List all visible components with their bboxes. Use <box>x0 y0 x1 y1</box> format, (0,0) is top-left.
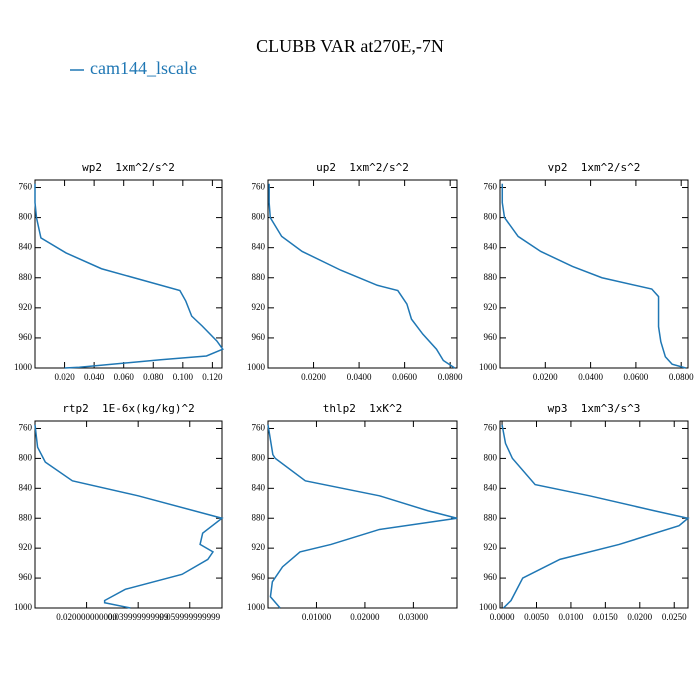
y-tick-label: 760 <box>484 182 498 192</box>
y-tick-label: 920 <box>252 542 266 552</box>
profile-line <box>501 183 686 369</box>
x-tick-label: 0.02000 <box>350 612 380 622</box>
y-tick-label: 840 <box>19 482 33 492</box>
y-tick-label: 960 <box>484 332 498 342</box>
x-tick-label: 0.039999999999 <box>108 612 169 622</box>
plot-frame <box>267 179 458 369</box>
y-tick-label: 880 <box>252 272 266 282</box>
profile-line <box>268 183 456 369</box>
y-tick-label: 800 <box>484 212 498 222</box>
panel-title: wp3 1xm^3/s^3 <box>548 402 641 415</box>
x-tick-label: 0.0600 <box>624 372 649 382</box>
x-tick-label: 0.0200 <box>533 372 558 382</box>
y-tick-label: 920 <box>252 302 266 312</box>
y-tick-label: 880 <box>19 272 33 282</box>
y-tick-label: 760 <box>19 182 33 192</box>
y-tick-label: 880 <box>252 512 266 522</box>
y-tick-label: 1000 <box>479 602 498 612</box>
legend-label: cam144_lscale <box>90 58 197 78</box>
y-tick-label: 840 <box>484 242 498 252</box>
y-tick-label: 840 <box>484 482 498 492</box>
y-tick-label: 1000 <box>14 362 33 372</box>
panel-title: wp2 1xm^2/s^2 <box>82 161 175 174</box>
y-tick-label: 760 <box>19 423 33 433</box>
y-tick-label: 960 <box>484 572 498 582</box>
x-tick-label: 0.0050 <box>524 612 549 622</box>
plot-frame <box>267 420 458 609</box>
y-tick-label: 1000 <box>247 362 266 372</box>
y-tick-label: 800 <box>484 452 498 462</box>
x-tick-label: 0.120 <box>202 372 223 382</box>
x-tick-label: 0.0800 <box>438 372 463 382</box>
x-tick-label: 0.0150 <box>593 612 618 622</box>
y-tick-label: 880 <box>484 272 498 282</box>
plot-frame <box>34 420 223 609</box>
panel-title: up2 1xm^2/s^2 <box>316 161 409 174</box>
profile-line <box>34 183 224 369</box>
y-tick-label: 880 <box>484 512 498 522</box>
y-tick-label: 960 <box>252 332 266 342</box>
y-tick-label: 1000 <box>14 602 33 612</box>
plot-frame <box>499 420 689 609</box>
x-tick-label: 0.060 <box>114 372 135 382</box>
y-tick-label: 840 <box>252 242 266 252</box>
panel-title: thlp2 1xK^2 <box>323 402 402 415</box>
x-tick-label: 0.0400 <box>347 372 372 382</box>
plot-frame <box>499 179 689 369</box>
x-tick-label: 0.020000000000 <box>56 612 117 622</box>
x-tick-label: 0.0400 <box>578 372 603 382</box>
plot-frame <box>34 179 223 369</box>
x-tick-label: 0.020 <box>54 372 75 382</box>
y-tick-label: 760 <box>252 182 266 192</box>
y-tick-label: 800 <box>252 452 266 462</box>
y-tick-label: 760 <box>252 423 266 433</box>
x-tick-label: 0.0200 <box>627 612 652 622</box>
x-tick-label: 0.100 <box>173 372 194 382</box>
y-tick-label: 1000 <box>247 602 266 612</box>
y-tick-label: 840 <box>19 242 33 252</box>
x-tick-label: 0.03000 <box>399 612 429 622</box>
y-tick-label: 960 <box>19 332 33 342</box>
panel-title: vp2 1xm^2/s^2 <box>548 161 641 174</box>
y-tick-label: 920 <box>484 302 498 312</box>
x-tick-label: 0.059999999999 <box>159 612 220 622</box>
y-tick-label: 840 <box>252 482 266 492</box>
y-tick-label: 800 <box>252 212 266 222</box>
y-tick-label: 880 <box>19 512 33 522</box>
y-tick-label: 760 <box>484 423 498 433</box>
y-tick-label: 920 <box>484 542 498 552</box>
y-tick-label: 960 <box>19 572 33 582</box>
y-tick-label: 800 <box>19 452 33 462</box>
x-tick-label: 0.080 <box>143 372 164 382</box>
y-tick-label: 920 <box>19 542 33 552</box>
panel-title: rtp2 1E-6x(kg/kg)^2 <box>62 402 194 415</box>
x-tick-label: 0.0600 <box>392 372 417 382</box>
x-tick-label: 0.040 <box>84 372 105 382</box>
chart-title: CLUBB VAR at270E,-7N <box>256 36 444 56</box>
x-tick-label: 0.01000 <box>302 612 332 622</box>
y-tick-label: 920 <box>19 302 33 312</box>
y-tick-label: 1000 <box>479 362 498 372</box>
y-tick-label: 960 <box>252 572 266 582</box>
x-tick-label: 0.0100 <box>559 612 584 622</box>
profile-line <box>34 424 224 609</box>
profile-line <box>501 424 690 609</box>
x-tick-label: 0.0250 <box>662 612 687 622</box>
y-tick-label: 800 <box>19 212 33 222</box>
x-tick-label: 0.0200 <box>301 372 326 382</box>
x-tick-label: 0.0800 <box>669 372 694 382</box>
profile-line <box>267 424 458 609</box>
x-tick-label: 0.0000 <box>490 612 515 622</box>
